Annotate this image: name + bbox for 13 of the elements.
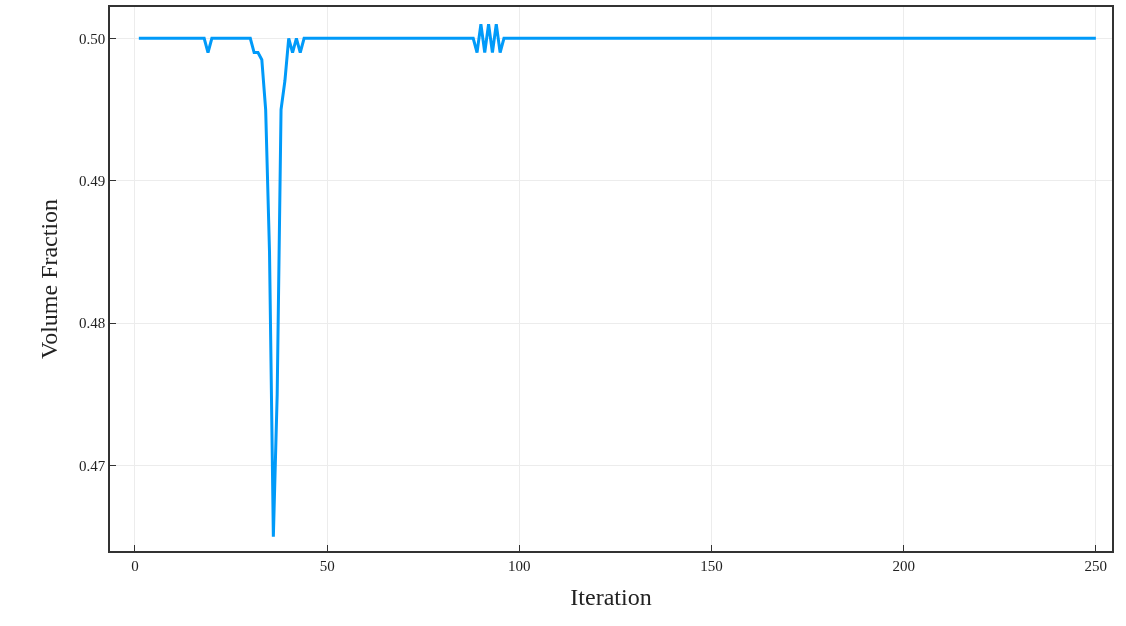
y-tick-label: 0.47 xyxy=(79,457,106,474)
x-tick-label: 100 xyxy=(508,557,531,574)
y-tick-label: 0.49 xyxy=(79,172,106,189)
x-axis-title: Iteration xyxy=(570,583,652,610)
y-tick-label: 0.50 xyxy=(79,30,106,47)
line-series xyxy=(137,22,1098,539)
x-tick-label: 50 xyxy=(319,557,335,574)
y-tick-label: 0.48 xyxy=(79,315,106,332)
x-tick-label: 0 xyxy=(131,557,139,574)
x-tick-label: 200 xyxy=(892,557,915,574)
x-tick-label: 250 xyxy=(1084,557,1108,574)
x-tick-label: 150 xyxy=(700,557,723,574)
y-axis-title: Volume Fraction xyxy=(35,198,62,360)
